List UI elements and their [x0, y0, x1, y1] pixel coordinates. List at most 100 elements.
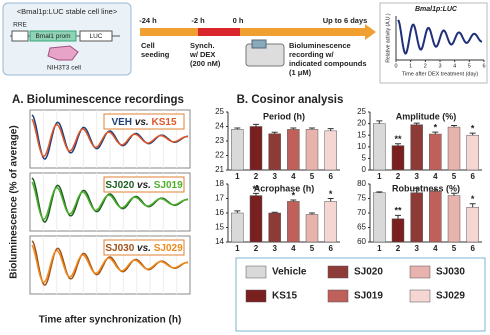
bar [287, 201, 300, 243]
error-bar [290, 199, 297, 202]
error-bar [451, 192, 457, 196]
bar [410, 192, 423, 243]
comparison-box [103, 176, 185, 193]
rre-box [11, 30, 29, 42]
bar [268, 212, 281, 243]
bar [287, 129, 300, 171]
legend-swatch [409, 289, 431, 303]
x-tick-label: 5 [310, 172, 315, 181]
y-tick-label: 10 [357, 142, 366, 151]
inset-xlabel: Time after DEX treatment (day) [402, 71, 478, 77]
bar [466, 134, 479, 171]
x-tick-label: 3 [414, 244, 419, 253]
x-tick-label: 1 [235, 244, 240, 253]
chart-title: Acrophase (h) [254, 183, 315, 193]
bar [429, 133, 442, 171]
legend-box [235, 257, 486, 332]
panel-a-ylabel: Bioluminescence (% of average) [9, 125, 20, 278]
error-bar [253, 192, 259, 196]
y-tick-label: 21 [215, 165, 224, 174]
time-label: -2 h [191, 16, 205, 25]
time-label: 0 h [233, 16, 244, 25]
x-tick-label: 5 [452, 172, 457, 181]
y-tick-label: 0 [362, 165, 367, 174]
legend-label: SJ020 [354, 267, 383, 278]
step-label: Synch. [190, 41, 215, 50]
timeline-bar [140, 28, 365, 36]
comparison-part: SJ019 [154, 180, 183, 191]
panel-b-title: B. Cosinor analysis [237, 94, 344, 106]
step-label: (200 nM) [190, 59, 221, 68]
bar [231, 212, 244, 243]
x-tick-label: 5 [310, 244, 315, 253]
promoter-label: Bmal1 prom [35, 33, 70, 40]
error-bar [290, 127, 297, 130]
comparison-part: vs. [137, 243, 151, 254]
oscillation-trace [31, 244, 189, 284]
bar [447, 126, 461, 171]
luc-label: LUC [89, 33, 102, 40]
comparison-part: vs. [135, 117, 149, 128]
y-tick-label: 16 [215, 208, 224, 217]
comparison-label: SJ030 vs. SJ029 [105, 243, 183, 254]
x-tick-label: 6 [470, 244, 475, 253]
error-bar [271, 211, 278, 213]
bar [410, 124, 423, 171]
error-bar [309, 127, 315, 130]
error-bar [413, 122, 420, 125]
y-tick-label: 23 [215, 136, 224, 145]
comparison-part: VEH [111, 117, 132, 128]
error-bar [432, 131, 439, 135]
bar [305, 129, 319, 171]
bar [305, 214, 319, 243]
significance: * [292, 190, 296, 200]
chart-title: Period (h) [263, 111, 305, 121]
y-tick-label: 65 [357, 223, 366, 232]
error-bar [234, 127, 241, 130]
rre-label: RRE [13, 22, 27, 29]
error-bar [327, 128, 334, 131]
panel-a-title: A. Bioluminescence recordings [12, 94, 184, 106]
x-tick-label: 4 [291, 244, 296, 253]
error-bar [271, 131, 278, 134]
y-tick-label: 80 [357, 179, 366, 188]
error-bar [395, 143, 401, 146]
x-tick-label: 1 [377, 172, 382, 181]
error-bar [395, 214, 401, 219]
x-tick-label: 2 [424, 63, 427, 69]
error-bar [327, 198, 334, 202]
y-tick-label: 18 [215, 179, 224, 188]
comparison-part: SJ020 [105, 180, 134, 191]
x-tick-label: 2 [396, 244, 401, 253]
inset-trace [397, 19, 483, 55]
x-tick-label: 1 [377, 244, 382, 253]
bar [391, 218, 405, 243]
legend-label: KS15 [272, 291, 297, 302]
step-label: Bioluminescence [289, 41, 351, 50]
bar [466, 206, 479, 243]
inset-ylabel: Relative activity (A.U.) [385, 13, 391, 63]
chart-title: Robustness (%) [392, 183, 460, 193]
bar [268, 133, 281, 171]
error-bar [376, 120, 383, 124]
comparison-part: KS15 [152, 117, 177, 128]
x-tick-label: 2 [396, 172, 401, 181]
significance: ** [394, 134, 402, 144]
bar [429, 191, 442, 243]
significance: * [471, 194, 475, 204]
luc-box [79, 30, 113, 42]
x-tick-label: 3 [414, 172, 419, 181]
x-tick-label: 1 [235, 172, 240, 181]
significance: * [329, 189, 333, 199]
error-bar [309, 212, 315, 215]
promoter-box [29, 30, 77, 42]
y-tick-label: 15 [357, 130, 366, 139]
y-tick-label: 25 [215, 107, 224, 116]
comparison-box [103, 113, 185, 130]
y-tick-label: 5 [362, 154, 367, 163]
step-label: (1 μM) [289, 68, 312, 77]
bar [391, 145, 405, 171]
error-bar [469, 203, 476, 208]
y-tick-label: 75 [357, 194, 366, 203]
inset-title: Bmal1p:LUC [415, 6, 458, 13]
